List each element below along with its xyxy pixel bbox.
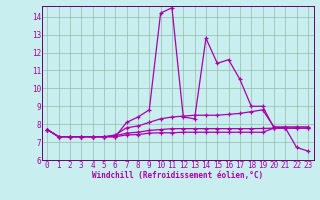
X-axis label: Windchill (Refroidissement éolien,°C): Windchill (Refroidissement éolien,°C) [92,171,263,180]
